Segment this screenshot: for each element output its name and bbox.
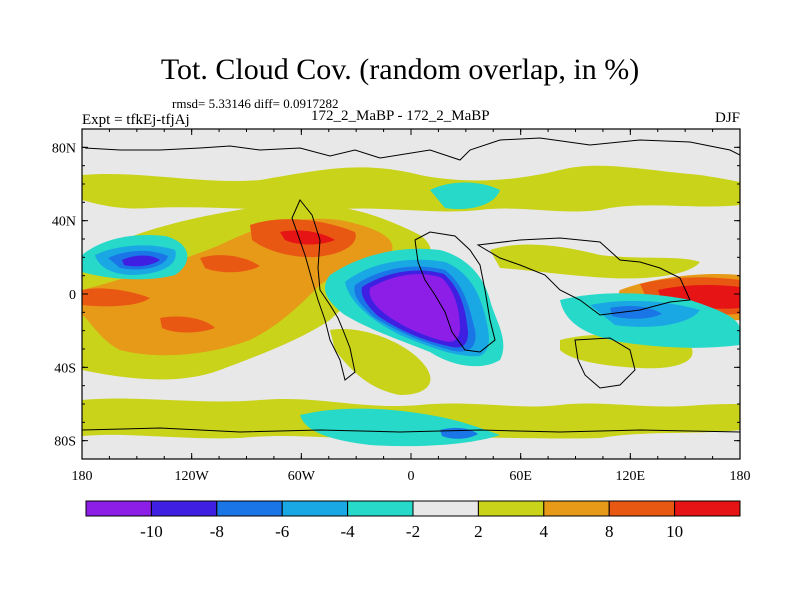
y-tick-label: 80N — [52, 141, 76, 156]
y-tick-label: 80S — [54, 435, 76, 450]
colorbar-swatch — [150, 500, 218, 517]
anomaly-dark-orange-1 — [82, 288, 150, 307]
x-tick-label: 120E — [616, 469, 646, 484]
colorbar-label: -10 — [140, 522, 163, 541]
anomaly-dark-orange-4 — [160, 316, 215, 333]
colorbar-label: 10 — [666, 522, 683, 541]
x-tick-label: 0 — [408, 469, 415, 484]
x-tick-label: 180 — [72, 469, 93, 484]
comparison-label: 172_2_MaBP - 172_2_MaBP — [311, 108, 490, 124]
plot-title: Tot. Cloud Cov. (random overlap, in %) — [160, 53, 640, 86]
colorbar-swatch — [216, 500, 283, 517]
season-label: DJF — [714, 110, 740, 126]
anomaly-teal-4 — [430, 182, 500, 210]
y-tick-label: 0 — [69, 288, 76, 303]
x-tick-label: 120W — [175, 469, 210, 484]
anomaly-indigo-1 — [122, 255, 160, 267]
colorbar-label: 2 — [474, 522, 483, 541]
anomaly-yellow-patch-east — [490, 244, 700, 279]
map-axes: 180 120W 60W 0 60E 120E 180 80N 40N 0 40S 80S — [52, 128, 751, 484]
colorbar-swatch — [608, 500, 676, 517]
colorbar-label: -2 — [406, 522, 420, 541]
y-tick-label: 40S — [54, 361, 76, 376]
colorbar: -10 -8 -6 -4 -2 2 4 8 10 — [85, 500, 741, 541]
colorbar-label: -4 — [341, 522, 356, 541]
colorbar-swatch — [477, 500, 545, 517]
colorbar-swatch — [85, 500, 152, 517]
colorbar-swatch — [281, 500, 349, 517]
experiment-label: Expt = tfkEj-tfjAj — [82, 112, 190, 128]
colorbar-label: -6 — [275, 522, 289, 541]
x-tick-label: 60E — [509, 469, 532, 484]
land-outline — [82, 137, 740, 433]
rmsd-diff-label: rmsd= 5.33146 diff= 0.0917282 — [172, 96, 339, 111]
anomaly-dark-orange-3 — [200, 255, 260, 273]
anomaly-shapes — [82, 165, 740, 447]
colorbar-label: 8 — [605, 522, 614, 541]
colorbar-label: -8 — [210, 522, 224, 541]
anomaly-yellow-patch-south — [330, 329, 431, 395]
anomaly-purple-core — [369, 274, 460, 342]
colorbar-swatch — [674, 500, 741, 517]
colorbar-swatch — [347, 500, 414, 517]
anomaly-red-2 — [280, 230, 335, 245]
colorbar-swatch — [543, 500, 610, 517]
x-tick-label: 180 — [730, 469, 751, 484]
colorbar-swatch — [412, 500, 479, 517]
y-tick-label: 40N — [52, 215, 76, 230]
anomaly-field — [82, 137, 740, 447]
colorbar-label: 4 — [540, 522, 549, 541]
anomaly-yellow-band-1 — [82, 165, 740, 212]
anomaly-blue-3 — [610, 306, 662, 319]
x-tick-label: 60W — [288, 469, 316, 484]
